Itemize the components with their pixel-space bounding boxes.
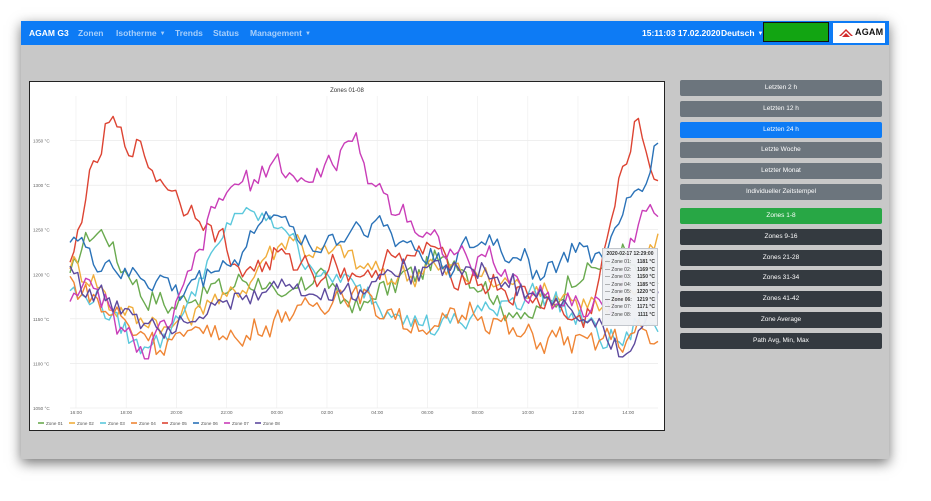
tooltip-row-label: — Zone 07:: [605, 304, 632, 310]
zone-group-button[interactable]: Zones 31-34: [680, 270, 882, 287]
language-selector[interactable]: Deutsch ▼: [721, 21, 764, 45]
time-range-button[interactable]: Letzten 12 h: [680, 100, 882, 117]
tooltip-row-value: 1150 °C: [637, 274, 655, 280]
nav-item-status[interactable]: Status: [213, 21, 239, 45]
y-tick-label: 1150 °C: [33, 317, 50, 322]
caret-down-icon: ▼: [159, 30, 166, 37]
x-tick-label: 06:00: [421, 410, 433, 416]
x-tick-label: 16:00: [70, 410, 82, 416]
legend-label: Zone 02: [77, 421, 94, 426]
navbar: AGAM G3 Zonen Isotherme ▼ Trends Status M…: [21, 21, 889, 45]
zone-group-button[interactable]: Zones 21-28: [680, 249, 882, 266]
x-tick-label: 08:00: [472, 410, 484, 416]
time-range-button[interactable]: Letzten 24 h: [680, 121, 882, 138]
y-tick-label: 1050 °C: [33, 406, 50, 411]
series-line: [69, 258, 659, 358]
tooltip-row: — Zone 07: 1171 °C: [605, 304, 655, 312]
tooltip-row: — Zone 06: 1219 °C: [605, 297, 655, 305]
tooltip-row-value: 1181 °C: [637, 259, 655, 265]
nav-item-zonen[interactable]: Zonen: [78, 21, 104, 45]
nav-item-label: Isotherme: [116, 28, 157, 38]
nav-item-isotherme[interactable]: Isotherme ▼: [116, 21, 166, 45]
x-tick-label: 12:00: [572, 410, 584, 416]
series-line: [69, 275, 659, 356]
tooltip-row-label: — Zone 06:: [605, 296, 632, 303]
tooltip-title: 2020-02-17 12:29:00: [606, 251, 654, 257]
zone-group-button[interactable]: Zones 1-8: [680, 208, 882, 224]
app-window: AGAM G3 Zonen Isotherme ▼ Trends Status M…: [21, 21, 889, 459]
tooltip-row-value: 1185 °C: [637, 281, 655, 288]
zone-group-button[interactable]: Zone Average: [680, 312, 882, 328]
zone-group-button[interactable]: Path Avg, Min, Max: [680, 332, 882, 349]
tooltip-rows: — Zone 01: 1181 °C — Zone 02: 1169 °C — Zone…: [605, 259, 655, 319]
tooltip-row-value: 1220 °C: [636, 289, 655, 295]
legend-label: Zone 07: [232, 421, 249, 426]
caret-down-icon: ▼: [304, 30, 311, 37]
nav-item-label: Trends: [175, 28, 203, 38]
x-tick-label: 02:00: [321, 410, 333, 416]
tooltip-row-value: 1169 °C: [637, 266, 655, 273]
legend-label: Zone 08: [263, 421, 280, 426]
y-tick-label: 1250 °C: [33, 228, 50, 233]
tooltip-row-value: 1111 °C: [637, 311, 655, 318]
tooltip-row: — Zone 04: 1185 °C: [605, 282, 655, 290]
x-tick-label: 22:00: [221, 410, 233, 416]
time-range-button[interactable]: Individueller Zeitstempel: [680, 184, 882, 200]
status-indicator: [763, 22, 829, 42]
legend-label: Zone 01: [46, 421, 63, 426]
nav-item-label: Status: [213, 28, 239, 38]
legend-label: Zone 05: [170, 421, 187, 426]
tooltip-row: — Zone 08: 1111 °C: [605, 312, 655, 320]
zone-group-button[interactable]: Zones 41-42: [680, 291, 882, 308]
x-tick-label: 18:00: [120, 410, 132, 416]
time-range-button[interactable]: Letzten 2 h: [680, 80, 882, 96]
brand-link[interactable]: AGAM G3: [29, 28, 69, 38]
tooltip-row: — Zone 01: 1181 °C: [605, 259, 655, 267]
legend-label: Zone 06: [201, 421, 218, 426]
tooltip-row-label: — Zone 03:: [605, 274, 632, 280]
chart-panel: Zones 01-08 1050 °C 1100 °C 1150 °C 1200 °C 1…: [29, 81, 665, 431]
x-tick-label: 10:00: [522, 410, 534, 416]
tooltip-row-label: — Zone 02:: [605, 266, 632, 273]
y-tick-label: 1350 °C: [33, 139, 50, 144]
nav-item-label: Management: [250, 28, 302, 38]
language-label: Deutsch: [721, 28, 755, 38]
chart-title: Zones 01-08: [330, 88, 364, 94]
time-range-button[interactable]: Letzter Monat: [680, 163, 882, 180]
tooltip-row-value: 1171 °C: [637, 304, 655, 310]
chart-tooltip: 2020-02-17 12:29:00 — Zone 01: 1181 °C — Z…: [602, 248, 658, 326]
tooltip-row-value: 1219 °C: [636, 296, 655, 303]
tooltip-row: — Zone 03: 1150 °C: [605, 274, 655, 282]
agam-logo-icon: [839, 29, 853, 37]
tooltip-row-label: — Zone 01:: [605, 259, 632, 265]
x-tick-label: 14:00: [622, 410, 634, 416]
x-tick-label: 04:00: [371, 410, 383, 416]
agam-logo: AGAM: [833, 23, 885, 43]
series-line: [69, 142, 659, 302]
nav-item-trends[interactable]: Trends: [175, 21, 203, 45]
tooltip-row-label: — Zone 04:: [605, 281, 632, 288]
y-tick-label: 1300 °C: [33, 183, 50, 188]
x-tick-label: 20:00: [170, 410, 182, 416]
caret-down-icon: ▼: [757, 30, 764, 37]
tooltip-row-label: — Zone 08:: [605, 311, 632, 318]
x-tick-label: 00:00: [271, 410, 283, 416]
legend-label: Zone 04: [139, 421, 156, 426]
time-range-button[interactable]: Letzte Woche: [680, 142, 882, 159]
tooltip-row: — Zone 05: 1220 °C: [605, 289, 655, 297]
series-line: [69, 132, 659, 360]
datetime-display: 15:11:03 17.02.2020: [642, 28, 721, 38]
nav-item-management[interactable]: Management ▼: [250, 21, 311, 45]
tooltip-row-label: — Zone 05:: [605, 289, 632, 295]
legend-label: Zone 03: [108, 421, 125, 426]
zone-group-button[interactable]: Zones 9-16: [680, 228, 882, 245]
nav-item-label: Zonen: [78, 28, 104, 38]
y-tick-label: 1100 °C: [33, 361, 50, 366]
y-tick-label: 1200 °C: [33, 272, 50, 277]
trend-chart: Zones 01-08 1050 °C 1100 °C 1150 °C 1200 °C 1…: [33, 88, 659, 426]
logo-text: AGAM: [855, 27, 884, 37]
tooltip-row: — Zone 02: 1169 °C: [605, 267, 655, 275]
